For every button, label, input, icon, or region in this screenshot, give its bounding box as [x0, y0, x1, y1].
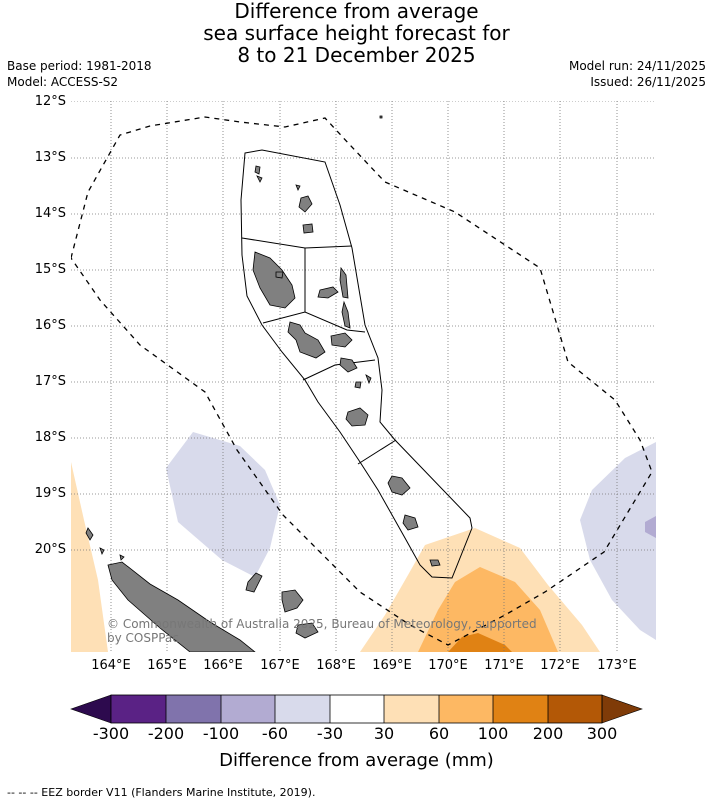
colorbar-bin-7: [439, 695, 493, 723]
island-efate: [345, 407, 369, 427]
legend-label-60: 60: [428, 724, 450, 743]
lat-label-14s: 14°S: [34, 206, 66, 221]
vanuatu-islands: [252, 115, 441, 567]
island-aoba: [317, 286, 339, 299]
colorbar: [70, 694, 643, 724]
legend-label-30: 30: [373, 724, 395, 743]
meta-left: Base period: 1981-2018 Model: ACCESS-S2: [7, 58, 152, 90]
lon-label-170e: 170°E: [428, 658, 468, 673]
colorbar-bin-8: [493, 695, 548, 723]
legend-label-minus-200: -200: [147, 724, 185, 743]
lat-label-19s: 19°S: [34, 486, 66, 501]
legend-label-minus-300: -300: [92, 724, 130, 743]
colorbar-bin-3: [221, 695, 275, 723]
lat-label-17s: 17°S: [34, 374, 66, 389]
eez-border: [71, 116, 653, 646]
legend-label-200: 200: [532, 724, 564, 743]
gridlines: [71, 101, 656, 652]
island-gaua: [302, 223, 314, 234]
lat-label-15s: 15°S: [34, 262, 66, 277]
legend-label-100: 100: [477, 724, 509, 743]
credit-line-2: by COSPPac: [107, 631, 179, 645]
colorbar-bin-2: [166, 695, 221, 723]
lon-label-169e: 169°E: [372, 658, 412, 673]
anomaly-positive-south-100: [448, 633, 512, 652]
legend-title: Difference from average (mm): [219, 750, 494, 771]
island-belep: [85, 527, 94, 541]
colorbar-above-max: [601, 694, 643, 724]
island-small-4: [365, 374, 372, 385]
island-grande-terre: [107, 561, 256, 652]
island-ambrym: [330, 332, 353, 348]
model-name: Model: ACCESS-S2: [7, 75, 119, 89]
island-epi: [339, 357, 358, 373]
title-line-3: 8 to 21 December 2025: [237, 43, 476, 67]
colorbar-bin-5: [330, 695, 384, 723]
lon-label-167e: 167°E: [260, 658, 300, 673]
anomaly-negative-west: [166, 432, 280, 577]
island-aneityum: [429, 559, 441, 567]
map-credit: © Commonwealth of Australia 2025, Bureau…: [107, 617, 537, 645]
colorbar-bin-9: [548, 695, 602, 723]
island-small-1: [295, 184, 301, 191]
model-run: Model run: 24/11/2025: [568, 59, 706, 73]
anomaly-positive-south-60: [418, 567, 558, 652]
island-small-2: [275, 271, 284, 279]
anomaly-positive-west: [71, 462, 108, 652]
map-area: [71, 101, 656, 652]
meta-right: Model run: 24/11/2025 Issued: 26/11/2025: [569, 58, 706, 90]
credit-line-1: © Commonwealth of Australia 2025, Bureau…: [107, 617, 537, 631]
map-title: Difference from average sea surface heig…: [0, 0, 713, 66]
island-torres: [254, 165, 261, 175]
island-santo: [252, 251, 296, 309]
island-malekula: [287, 321, 326, 359]
legend-label-minus-60: -60: [261, 724, 289, 743]
island-lifou: [281, 589, 304, 613]
lat-label-12s: 12°S: [34, 94, 66, 109]
title-line-2: sea surface height forecast for: [203, 21, 510, 45]
island-mare: [295, 622, 319, 639]
legend-label-minus-100: -100: [202, 724, 240, 743]
new-caledonia: [85, 527, 319, 652]
lat-label-18s: 18°S: [34, 430, 66, 445]
title-line-1: Difference from average: [234, 0, 479, 23]
island-maewo: [339, 266, 349, 299]
colorbar-bin-6: [384, 695, 439, 723]
colorbar-bin-1: [111, 695, 166, 723]
lat-label-20s: 20°S: [34, 542, 66, 557]
island-small-5: [379, 115, 383, 119]
legend-label-300: 300: [586, 724, 618, 743]
lon-label-173e: 173°E: [597, 658, 637, 673]
lon-label-172e: 172°E: [540, 658, 580, 673]
anomaly-negative-east-core: [645, 516, 656, 538]
island-nc-small-2: [119, 554, 125, 561]
island-erromango: [387, 475, 411, 496]
province-boundaries: [240, 149, 473, 579]
lon-label-171e: 171°E: [484, 658, 524, 673]
island-torres-2: [256, 175, 263, 183]
issued-date: Issued: 26/11/2025: [590, 75, 706, 89]
lon-label-168e: 168°E: [316, 658, 356, 673]
island-small-3: [354, 381, 362, 389]
colorbar-below-min: [70, 694, 112, 724]
island-ouvea: [245, 572, 263, 593]
lon-label-165e: 165°E: [147, 658, 187, 673]
island-pentecost: [341, 300, 351, 329]
island-nc-small: [99, 547, 105, 556]
lat-label-16s: 16°S: [34, 318, 66, 333]
lon-label-166e: 166°E: [203, 658, 243, 673]
island-tanna: [402, 514, 419, 531]
anomaly-negative-east: [580, 442, 656, 640]
lon-label-164e: 164°E: [91, 658, 131, 673]
lat-label-13s: 13°S: [34, 150, 66, 165]
colorbar-bin-4: [275, 695, 330, 723]
eez-footnote: -- -- -- EEZ border V11 (Flanders Marine…: [7, 786, 316, 799]
island-vanua-lava: [298, 195, 313, 213]
base-period: Base period: 1981-2018: [7, 59, 152, 73]
legend-label-minus-30: -30: [316, 724, 344, 743]
